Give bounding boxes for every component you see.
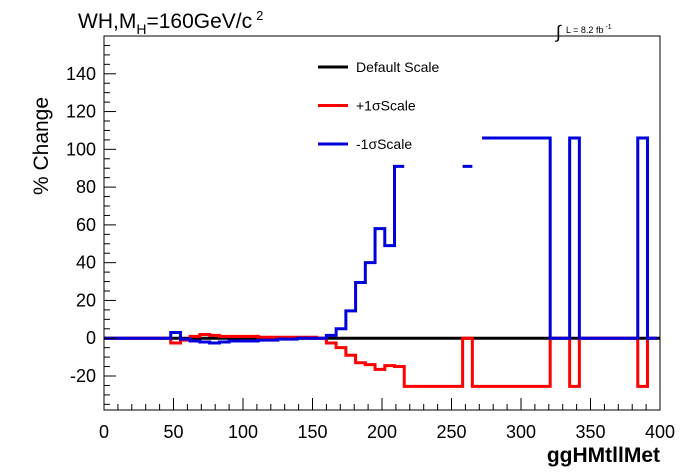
x-tick-label: 400 xyxy=(645,422,675,442)
x-tick-label: 50 xyxy=(163,422,183,442)
y-tick-label: 60 xyxy=(76,215,96,235)
lumi-label: L = 8.2 fb -1 xyxy=(566,24,612,35)
x-tick-label: 200 xyxy=(367,422,397,442)
y-tick-label: 120 xyxy=(66,102,96,122)
y-axis-label: % Change xyxy=(30,97,53,195)
x-tick-label: 150 xyxy=(297,422,327,442)
y-tick-label: 0 xyxy=(86,328,96,348)
series-line-2 xyxy=(104,136,658,345)
y-axis: -20 0 20 40 60 80 100 120 140 xyxy=(66,35,116,405)
legend-label: Default Scale xyxy=(356,59,439,75)
series-layer xyxy=(104,136,660,388)
x-tick-label: 350 xyxy=(575,422,605,442)
legend: Default Scale +1σScale -1σScale xyxy=(318,59,439,152)
lumi-integral-symbol: ∫ xyxy=(554,22,562,42)
y-tick-label: 140 xyxy=(66,64,96,84)
x-tick-label: 0 xyxy=(99,422,109,442)
y-tick-label: 100 xyxy=(66,139,96,159)
x-axis-label: ggHMtllMet xyxy=(547,444,660,467)
legend-label: -1σScale xyxy=(356,136,412,152)
legend-label: +1σScale xyxy=(356,98,416,114)
y-tick-label: 40 xyxy=(76,253,96,273)
x-tick-label: 300 xyxy=(506,422,536,442)
plot-frame xyxy=(103,35,661,411)
series-line-1 xyxy=(104,332,658,388)
x-axis: 0 50 100 150 200 250 300 350 400 xyxy=(99,398,675,442)
x-tick-label: 100 xyxy=(228,422,258,442)
y-tick-label: -20 xyxy=(70,366,96,386)
x-tick-label: 250 xyxy=(436,422,466,442)
y-tick-label: 20 xyxy=(76,290,96,310)
y-tick-label: 80 xyxy=(76,177,96,197)
chart-title: WH,MH=160GeV/c 2 xyxy=(78,8,263,37)
